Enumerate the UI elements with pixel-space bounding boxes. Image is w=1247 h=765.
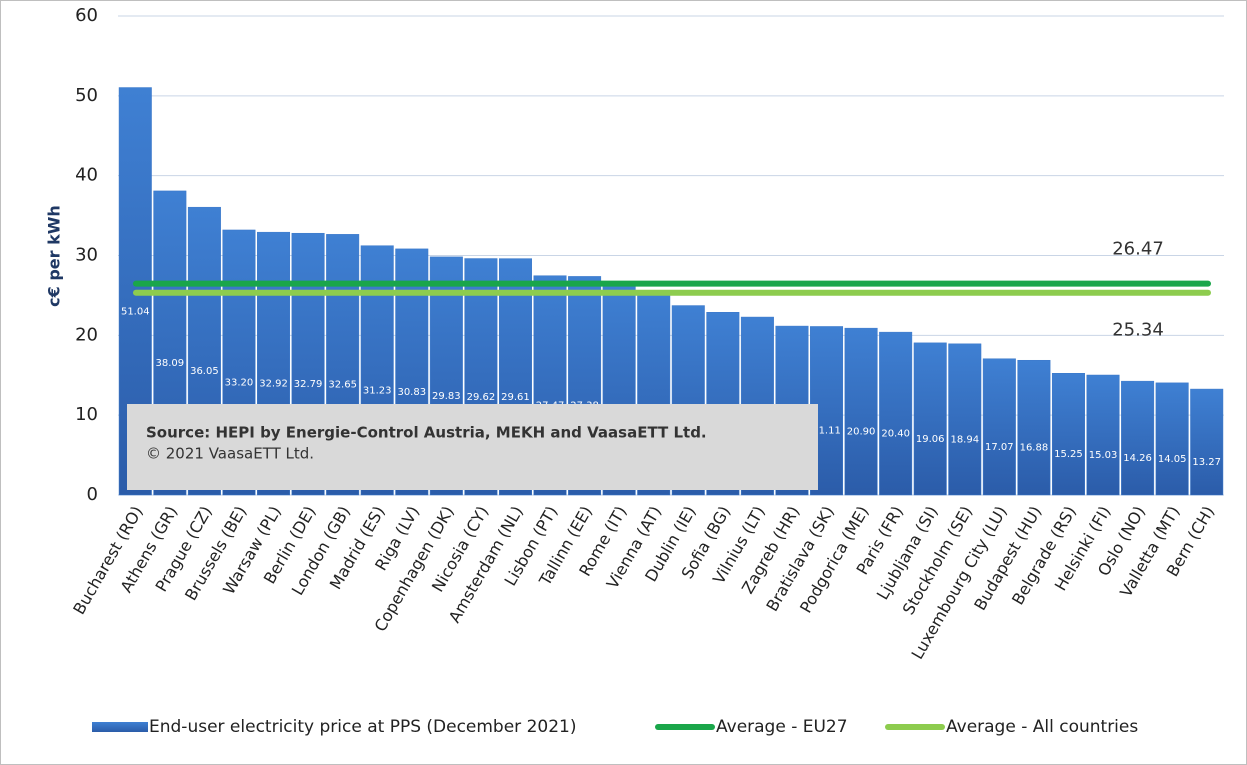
y-tick-label: 10 (75, 404, 98, 425)
data-label: 29.61 (501, 392, 530, 403)
source-text: Source: HEPI by Energie-Control Austria,… (146, 424, 707, 442)
bar (1017, 359, 1051, 496)
data-label: 32.92 (259, 379, 288, 390)
data-label: 30.83 (397, 387, 426, 398)
data-label: 36.05 (190, 366, 219, 377)
data-label: 29.83 (432, 391, 461, 402)
bar (879, 331, 913, 496)
data-label: 15.03 (1089, 450, 1118, 461)
y-tick-label: 30 (75, 245, 98, 266)
legend-label: Average - All countries (946, 717, 1138, 737)
bar (1155, 382, 1189, 496)
data-label: 31.23 (363, 385, 392, 396)
y-tick-label: 20 (75, 324, 98, 345)
data-label: 17.07 (985, 442, 1014, 453)
y-tick-label: 50 (75, 85, 98, 106)
legend-label: Average - EU27 (716, 717, 848, 737)
data-label: 29.62 (467, 392, 496, 403)
data-label: 21.11 (812, 426, 841, 437)
average-label: 25.34 (1112, 320, 1164, 341)
data-label: 15.25 (1054, 449, 1083, 460)
data-label: 18.94 (950, 434, 979, 445)
data-label: 51.04 (121, 306, 150, 317)
bar (982, 358, 1016, 496)
data-label: 33.20 (225, 377, 254, 388)
copyright-text: © 2021 VaasaETT Ltd. (146, 445, 314, 463)
bar (844, 327, 878, 496)
data-label: 38.09 (156, 358, 185, 369)
data-label: 32.65 (328, 380, 357, 391)
bar (1086, 374, 1120, 496)
data-label: 19.06 (916, 434, 945, 445)
data-label: 20.40 (881, 429, 910, 440)
legend-label: End-user electricity price at PPS (Decem… (149, 717, 576, 737)
y-tick-label: 0 (87, 484, 98, 505)
source-box (127, 404, 818, 490)
y-tick-label: 60 (75, 5, 98, 26)
bar (1190, 388, 1224, 496)
data-label: 20.90 (847, 427, 876, 438)
data-label: 13.27 (1192, 457, 1221, 468)
data-label: 14.05 (1158, 454, 1187, 465)
average-label: 26.47 (1112, 239, 1164, 260)
bar (948, 343, 982, 496)
bar (1121, 380, 1155, 496)
data-label: 16.88 (1020, 443, 1049, 454)
y-tick-label: 40 (75, 165, 98, 186)
y-axis-label: c€ per kWh (45, 205, 64, 307)
legend-swatch (92, 722, 148, 732)
bar (913, 342, 947, 496)
data-label: 14.26 (1123, 453, 1152, 464)
data-label: 32.79 (294, 379, 323, 390)
bar (1051, 373, 1085, 496)
